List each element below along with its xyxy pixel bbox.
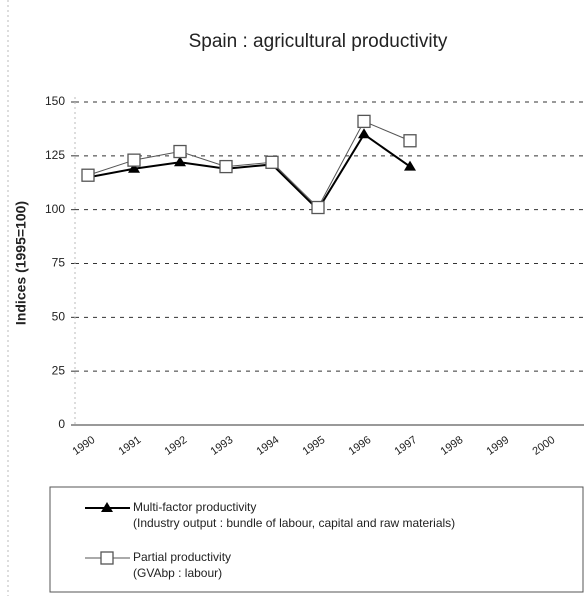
x-tick-label: 1992 [162, 434, 189, 458]
point [358, 128, 370, 139]
point [174, 156, 186, 167]
y-axis-label: Indices (1995=100) [13, 201, 29, 325]
y-tick-label: 0 [58, 417, 65, 431]
x-tick-label: 1999 [484, 434, 511, 458]
point [265, 155, 279, 169]
x-tick-label: 1997 [392, 434, 419, 458]
x-tick-label: 1990 [70, 434, 97, 458]
legend-label: Partial productivity [133, 550, 231, 564]
y-tick-label: 100 [45, 202, 65, 216]
y-tick-label: 75 [52, 256, 66, 270]
point [100, 551, 114, 565]
legend-note: (GVAbp : labour) [133, 566, 222, 580]
point [101, 502, 113, 512]
x-tick-label: 1991 [116, 434, 143, 458]
series-line [87, 120, 411, 209]
x-tick-label: 1993 [208, 434, 235, 458]
legend-note: (Industry output : bundle of labour, cap… [133, 516, 455, 530]
legend-box [49, 486, 584, 593]
y-tick-label: 125 [45, 148, 65, 162]
point [128, 162, 140, 173]
point [403, 134, 417, 148]
y-tick-label: 150 [45, 94, 65, 108]
x-tick-label: 2000 [530, 434, 557, 458]
x-tick-label: 1995 [300, 434, 327, 458]
point [173, 144, 187, 159]
point [357, 114, 371, 129]
chart-title: Spain : agricultural productivity [189, 31, 448, 52]
y-tick-label: 50 [52, 310, 66, 324]
series-line [87, 132, 411, 212]
point [311, 200, 325, 215]
point [127, 153, 141, 167]
point [81, 168, 95, 182]
x-tick-label: 1994 [254, 434, 281, 458]
x-tick-label: 1998 [438, 434, 465, 458]
point [404, 160, 416, 171]
point [219, 159, 233, 174]
y-tick-label: 25 [52, 363, 66, 377]
legend-label: Multi-factor productivity [133, 500, 256, 514]
x-tick-label: 1996 [346, 434, 373, 458]
